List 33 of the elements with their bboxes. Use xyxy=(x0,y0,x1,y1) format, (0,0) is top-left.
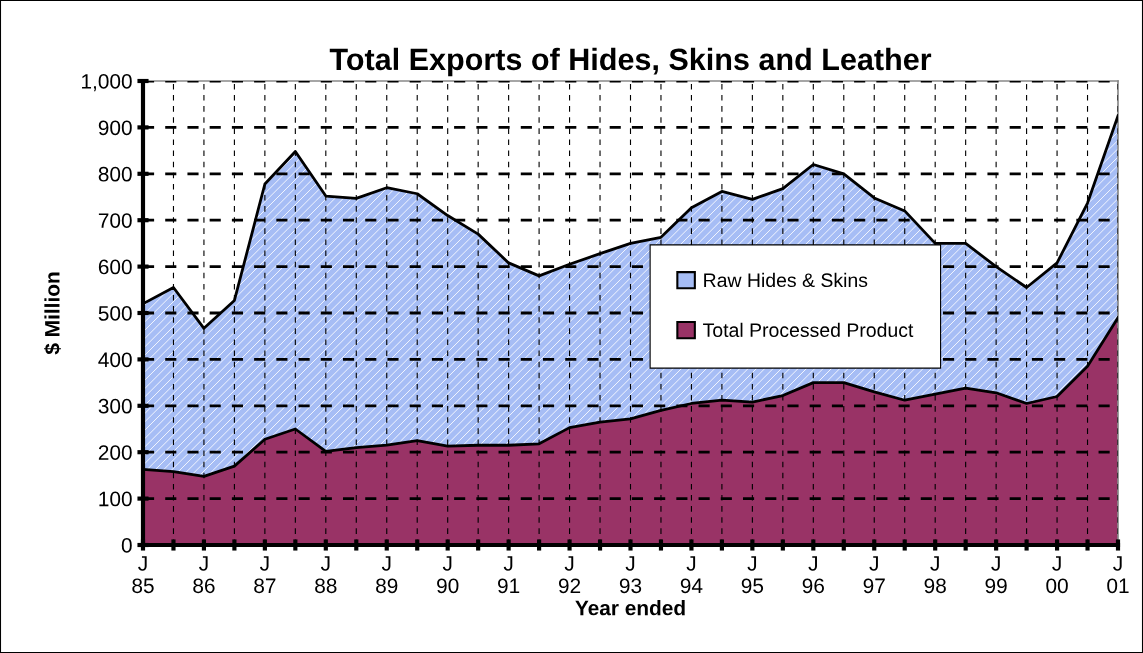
x-tick-label: J 93 xyxy=(619,556,642,594)
x-tick-label: J 92 xyxy=(558,556,581,594)
y-tick-label: 800 xyxy=(98,166,132,182)
x-tick-label: J 86 xyxy=(193,556,215,594)
y-axis-title: $ Million xyxy=(44,272,62,355)
x-tick-label: J 90 xyxy=(437,556,459,594)
x-tick-label: J 98 xyxy=(924,556,946,594)
x-tick-label: J 95 xyxy=(741,556,764,594)
x-tick-label: J 97 xyxy=(863,556,885,594)
x-tick-label: J 88 xyxy=(315,556,337,594)
y-tick-label: 900 xyxy=(98,120,132,136)
x-tick-label: J 91 xyxy=(498,556,520,594)
y-tick-label: 100 xyxy=(99,491,132,507)
y-tick-label: 0 xyxy=(121,538,132,553)
y-tick-label: 600 xyxy=(98,259,132,275)
x-tick-label: J 85 xyxy=(132,556,154,594)
x-tick-label: J 89 xyxy=(376,556,398,594)
y-tick-label: 200 xyxy=(98,445,132,460)
x-tick-label: J 87 xyxy=(254,556,276,594)
y-tick-label: 1,000 xyxy=(82,74,132,92)
x-axis-title: Year ended xyxy=(575,600,685,616)
legend-label: Total Processed Product xyxy=(703,322,914,338)
x-tick-label: J 96 xyxy=(802,556,824,594)
legend-label: Raw Hides & Skins xyxy=(704,272,868,288)
y-tick-label: 400 xyxy=(98,352,132,368)
chart-title: Total Exports of Hides, Skins and Leather xyxy=(329,47,932,77)
y-tick-label: 700 xyxy=(98,213,132,228)
x-tick-label: J 99 xyxy=(985,556,1007,594)
y-tick-label: 300 xyxy=(98,398,132,414)
x-tick-label: J 94 xyxy=(680,556,703,594)
x-tick-label: J 00 xyxy=(1046,556,1068,594)
x-tick-label: J 01 xyxy=(1107,556,1129,594)
y-tick-label: 500 xyxy=(98,306,132,321)
